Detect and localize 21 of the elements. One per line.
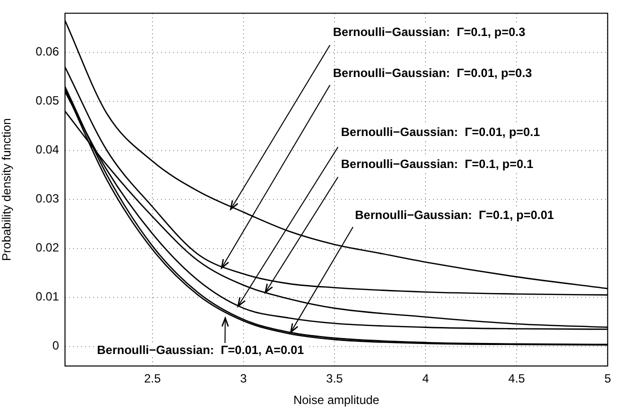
x-tick-label: 3	[240, 372, 248, 386]
x-tick-label: 4.5	[508, 372, 526, 386]
annotation: Bernoulli−Gaussian: Γ=0.01, A=0.01	[97, 343, 304, 357]
annotation: Bernoulli−Gaussian: Γ=0.01, p=0.3	[333, 66, 532, 80]
x-tick-label: 5	[604, 372, 612, 386]
y-tick-label: 0.06	[36, 44, 60, 59]
y-tick-label: 0.01	[36, 290, 60, 304]
y-tick-label: 0.04	[36, 142, 60, 157]
y-tick-label: 0.05	[36, 94, 60, 108]
y-axis-title: Probability density function	[0, 118, 14, 261]
y-tick-label: 0.03	[36, 192, 60, 206]
x-tick-label: 3.5	[326, 372, 344, 386]
y-tick-label: 0	[52, 338, 60, 353]
x-tick-label: 4	[422, 372, 430, 386]
annotation: Bernoulli−Gaussian: Γ=0.1, p=0.1	[341, 157, 534, 171]
annotation: Bernoulli−Gaussian: Γ=0.01, p=0.1	[341, 125, 540, 139]
x-tick-label: 2.5	[144, 372, 162, 386]
x-axis-title: Noise amplitude	[293, 393, 380, 408]
annotation: Bernoulli−Gaussian: Γ=0.1, p=0.3	[333, 25, 526, 39]
annotation: Bernoulli−Gaussian: Γ=0.1, p=0.01	[355, 208, 554, 222]
y-tick-label: 0.02	[36, 240, 60, 255]
